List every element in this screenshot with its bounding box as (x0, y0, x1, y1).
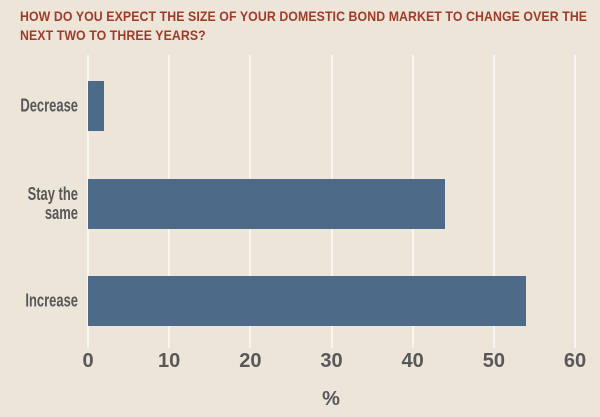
chart-title: HOW DO YOU EXPECT THE SIZE OF YOUR DOMES… (20, 8, 588, 43)
x-tick-10: 10 (158, 350, 181, 372)
x-axis-label: % (322, 388, 340, 410)
bar-stay-the-same (88, 178, 446, 229)
x-tick-30: 30 (320, 350, 343, 372)
bar-increase (88, 276, 527, 327)
x-tick-0: 0 (82, 350, 94, 372)
bar-decrease (88, 81, 105, 131)
x-tick-60: 60 (563, 350, 587, 372)
x-tick-40: 40 (401, 350, 424, 372)
x-tick-50: 50 (482, 350, 505, 372)
category-label-increase: Increase (25, 290, 78, 311)
gridline-50 (492, 55, 495, 348)
x-tick-20: 20 (239, 350, 262, 372)
category-label-stay-the-same: Stay the same (27, 183, 79, 223)
plot-area (87, 55, 576, 348)
gridline-60 (574, 55, 576, 348)
category-label-decrease: Decrease (20, 95, 79, 116)
